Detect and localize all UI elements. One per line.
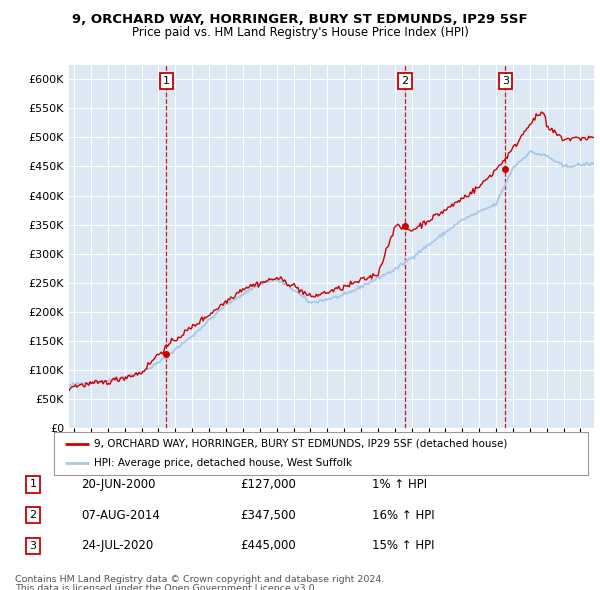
Text: HPI: Average price, detached house, West Suffolk: HPI: Average price, detached house, West… xyxy=(94,458,352,468)
Text: 9, ORCHARD WAY, HORRINGER, BURY ST EDMUNDS, IP29 5SF (detached house): 9, ORCHARD WAY, HORRINGER, BURY ST EDMUN… xyxy=(94,438,508,448)
Text: 1% ↑ HPI: 1% ↑ HPI xyxy=(372,478,427,491)
Text: £347,500: £347,500 xyxy=(240,509,296,522)
Text: 24-JUL-2020: 24-JUL-2020 xyxy=(81,539,153,552)
Text: 1: 1 xyxy=(163,76,170,86)
Text: 2: 2 xyxy=(29,510,37,520)
Text: 07-AUG-2014: 07-AUG-2014 xyxy=(81,509,160,522)
Text: Price paid vs. HM Land Registry's House Price Index (HPI): Price paid vs. HM Land Registry's House … xyxy=(131,26,469,39)
Text: 20-JUN-2000: 20-JUN-2000 xyxy=(81,478,155,491)
Text: 1: 1 xyxy=(29,480,37,489)
Text: £127,000: £127,000 xyxy=(240,478,296,491)
Text: 16% ↑ HPI: 16% ↑ HPI xyxy=(372,509,434,522)
Text: 3: 3 xyxy=(29,541,37,550)
Text: 3: 3 xyxy=(502,76,509,86)
Text: 2: 2 xyxy=(401,76,409,86)
Text: 15% ↑ HPI: 15% ↑ HPI xyxy=(372,539,434,552)
Text: Contains HM Land Registry data © Crown copyright and database right 2024.: Contains HM Land Registry data © Crown c… xyxy=(15,575,385,584)
Text: £445,000: £445,000 xyxy=(240,539,296,552)
Text: 9, ORCHARD WAY, HORRINGER, BURY ST EDMUNDS, IP29 5SF: 9, ORCHARD WAY, HORRINGER, BURY ST EDMUN… xyxy=(72,13,528,26)
Text: This data is licensed under the Open Government Licence v3.0.: This data is licensed under the Open Gov… xyxy=(15,584,317,590)
